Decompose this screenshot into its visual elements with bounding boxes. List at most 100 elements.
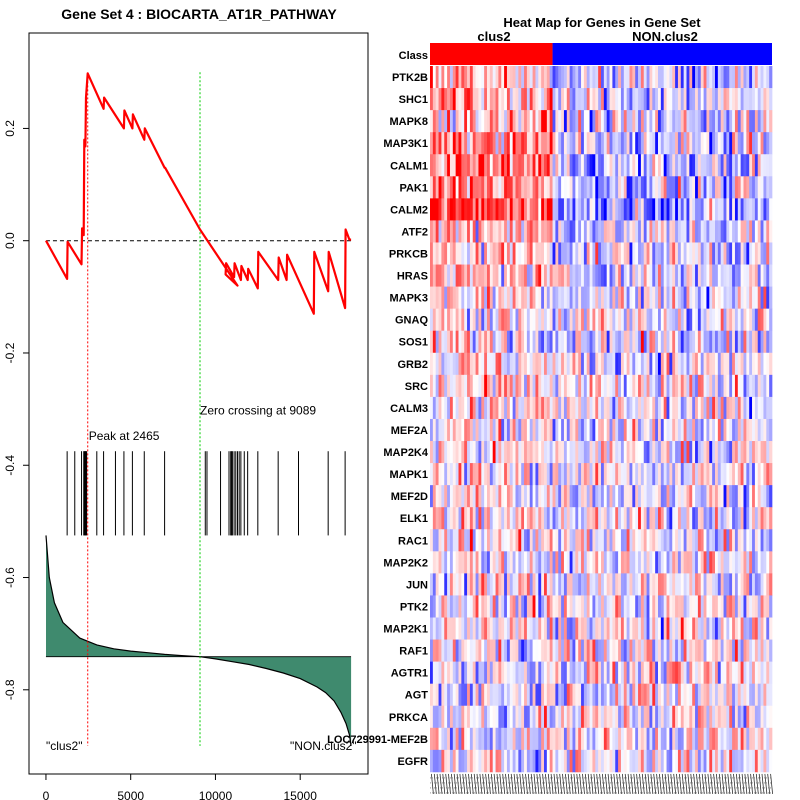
heatmap-cell bbox=[749, 352, 753, 376]
heatmap-cell bbox=[734, 573, 739, 596]
heatmap-cell bbox=[452, 551, 456, 574]
heatmap-cell bbox=[481, 286, 485, 310]
heatmap-cell bbox=[609, 66, 613, 89]
heatmap-cell bbox=[732, 154, 736, 177]
heatmap-cell bbox=[444, 661, 448, 685]
heatmap-cell bbox=[669, 727, 673, 751]
heatmap-cell bbox=[489, 154, 494, 177]
heatmap-cell bbox=[535, 661, 539, 685]
heatmap-cell bbox=[444, 352, 448, 376]
heatmap-cell bbox=[447, 396, 451, 420]
heatmap-cell bbox=[712, 242, 716, 265]
heatmap-cell bbox=[467, 573, 471, 596]
heatmap-cell bbox=[535, 308, 539, 332]
heatmap-row bbox=[430, 66, 773, 89]
heatmap-cell bbox=[515, 463, 519, 486]
heatmap-cell bbox=[558, 683, 562, 707]
heatmap-cell bbox=[558, 727, 562, 751]
heatmap-cell bbox=[717, 705, 722, 729]
heatmap-cell bbox=[626, 88, 630, 111]
heatmap-cell bbox=[532, 639, 536, 662]
heatmap-cell bbox=[498, 264, 502, 287]
heatmap-cell bbox=[677, 66, 682, 89]
heatmap-cell bbox=[478, 529, 482, 552]
heatmap-cell bbox=[532, 507, 536, 530]
heatmap-cell bbox=[717, 551, 722, 574]
heatmap-cell bbox=[509, 396, 513, 420]
heatmap-cell bbox=[478, 396, 482, 420]
heatmap-row bbox=[430, 242, 773, 265]
heatmap-cell bbox=[658, 396, 662, 420]
heatmap-cell bbox=[538, 551, 542, 574]
heatmap-cell bbox=[609, 485, 613, 508]
heatmap-cell bbox=[640, 683, 645, 707]
heatmap-cell bbox=[660, 463, 665, 486]
heatmap-cell bbox=[472, 617, 476, 640]
heatmap-cell bbox=[435, 418, 439, 442]
heatmap-cell bbox=[572, 264, 576, 287]
heatmap-cell bbox=[601, 154, 605, 177]
heatmap-cell bbox=[455, 705, 459, 729]
heatmap-cell bbox=[552, 352, 556, 376]
heatmap-cell bbox=[449, 66, 454, 89]
heatmap-cell bbox=[606, 551, 610, 574]
heatmap-cell bbox=[697, 418, 702, 442]
heatmap-cell bbox=[629, 639, 633, 662]
heatmap-cell bbox=[495, 507, 499, 530]
heatmap-cell bbox=[489, 198, 494, 221]
heatmap-cell bbox=[538, 749, 542, 773]
heatmap-cell bbox=[669, 705, 673, 729]
heatmap-cell bbox=[598, 418, 602, 442]
heatmap-cell bbox=[683, 88, 687, 111]
heatmap-cell bbox=[538, 396, 542, 420]
heatmap-cell bbox=[638, 396, 642, 420]
heatmap-cell bbox=[706, 176, 710, 199]
heatmap-cell bbox=[506, 617, 511, 640]
heatmap-cell bbox=[583, 176, 588, 199]
heatmap-cell bbox=[615, 242, 619, 265]
heatmap-cell bbox=[569, 330, 573, 354]
heatmap-cell bbox=[598, 507, 602, 530]
heatmap-cell bbox=[658, 198, 662, 221]
heatmap-cell bbox=[609, 220, 613, 243]
heatmap-cell bbox=[677, 330, 682, 354]
heatmap-cell bbox=[766, 617, 770, 640]
heatmap-cell bbox=[754, 705, 759, 729]
heatmap-cell bbox=[430, 463, 434, 486]
heatmap-cell bbox=[563, 683, 568, 707]
heatmap-cell bbox=[458, 418, 462, 442]
heatmap-cell bbox=[546, 418, 551, 442]
heatmap-cell bbox=[501, 132, 505, 155]
heatmap-cell bbox=[478, 573, 482, 596]
heatmap-cell bbox=[529, 110, 533, 133]
sample-label-mark bbox=[530, 773, 534, 794]
heatmap-cell bbox=[561, 308, 565, 332]
heatmap-cell bbox=[558, 154, 562, 177]
heatmap-cell bbox=[726, 463, 730, 486]
heatmap-cell bbox=[675, 507, 679, 530]
heatmap-cell bbox=[601, 463, 605, 486]
heatmap-cell bbox=[478, 352, 482, 376]
heatmap-cell bbox=[729, 132, 733, 155]
heatmap-cell bbox=[760, 441, 764, 464]
heatmap-cell bbox=[715, 573, 719, 596]
heatmap-cell bbox=[555, 330, 559, 354]
heatmap-cell bbox=[746, 418, 750, 442]
heatmap-cell bbox=[732, 286, 736, 310]
heatmap-cell bbox=[723, 661, 727, 685]
heatmap-cell bbox=[603, 617, 608, 640]
heatmap-row bbox=[430, 88, 773, 111]
heatmap-cell bbox=[695, 705, 699, 729]
heatmap-cell bbox=[484, 176, 488, 199]
heatmap-cell bbox=[578, 727, 582, 751]
heatmap-cell bbox=[549, 110, 553, 133]
heatmap-cell bbox=[749, 264, 753, 287]
heatmap-cell bbox=[487, 683, 491, 707]
heatmap-cell bbox=[495, 110, 499, 133]
heatmap-cell bbox=[484, 418, 488, 442]
heatmap-cell bbox=[561, 639, 565, 662]
heatmap-cell bbox=[692, 88, 696, 111]
heatmap-cell bbox=[606, 352, 610, 376]
heatmap-cell bbox=[561, 683, 565, 707]
heatmap-cell bbox=[734, 683, 739, 707]
